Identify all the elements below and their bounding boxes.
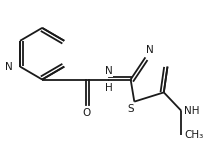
Text: S: S (127, 104, 134, 114)
Text: H: H (105, 83, 112, 93)
Text: O: O (82, 108, 90, 118)
Text: N: N (5, 62, 13, 72)
Text: N: N (146, 45, 154, 55)
Text: N: N (105, 66, 112, 76)
Text: NH: NH (184, 106, 200, 116)
Text: CH₃: CH₃ (184, 130, 203, 140)
